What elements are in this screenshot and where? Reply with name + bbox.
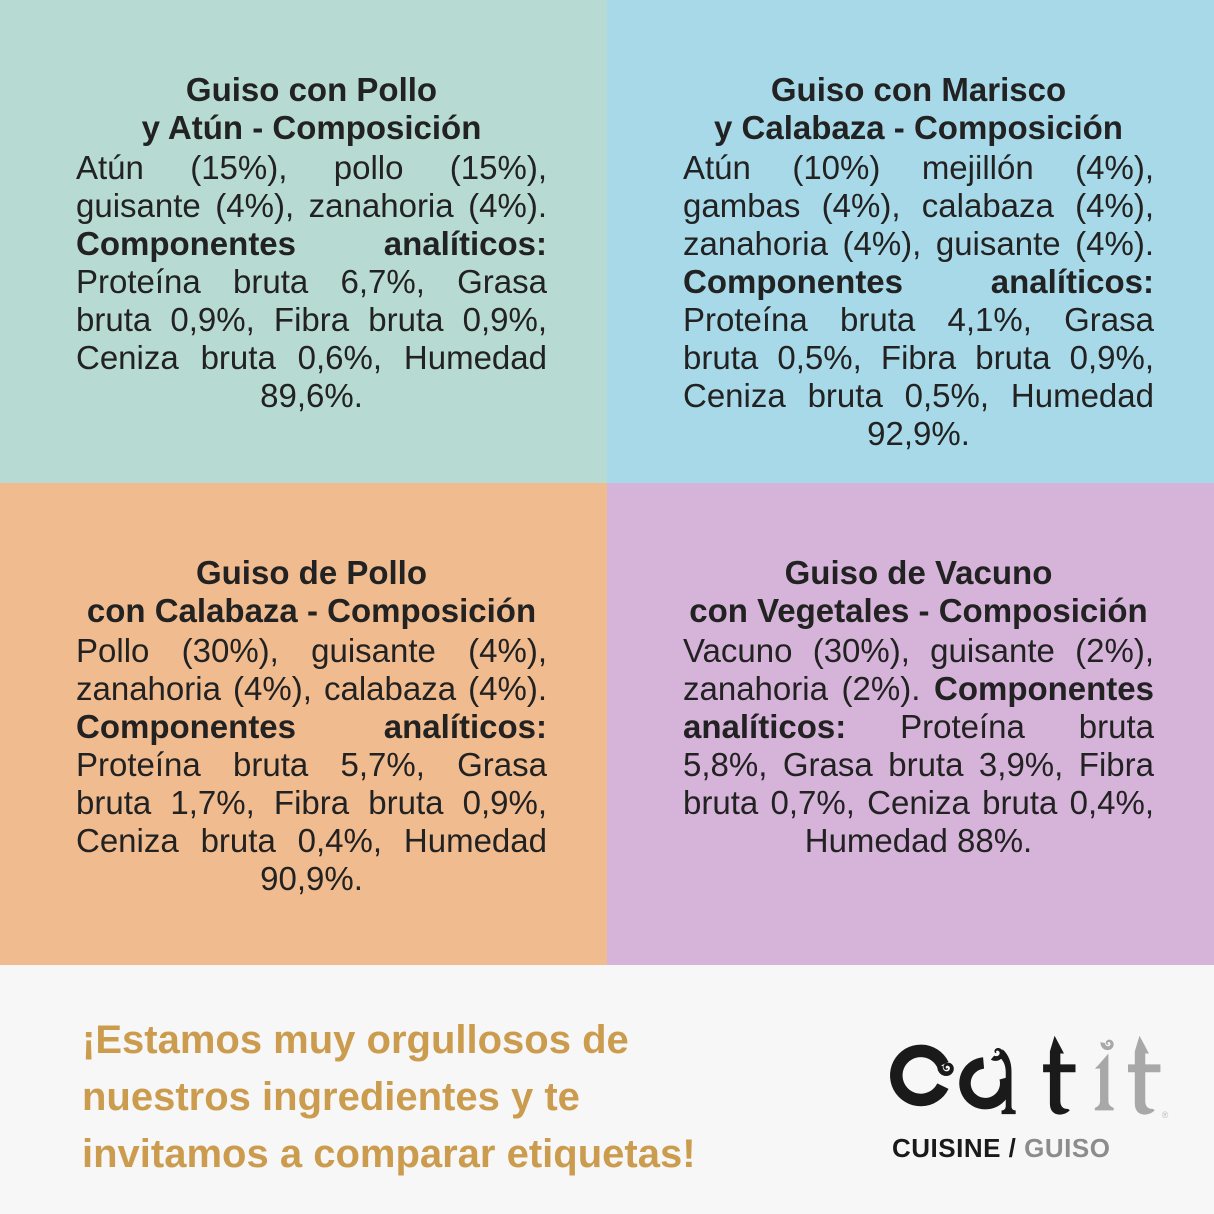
svg-text:®: ® xyxy=(1162,1110,1169,1120)
